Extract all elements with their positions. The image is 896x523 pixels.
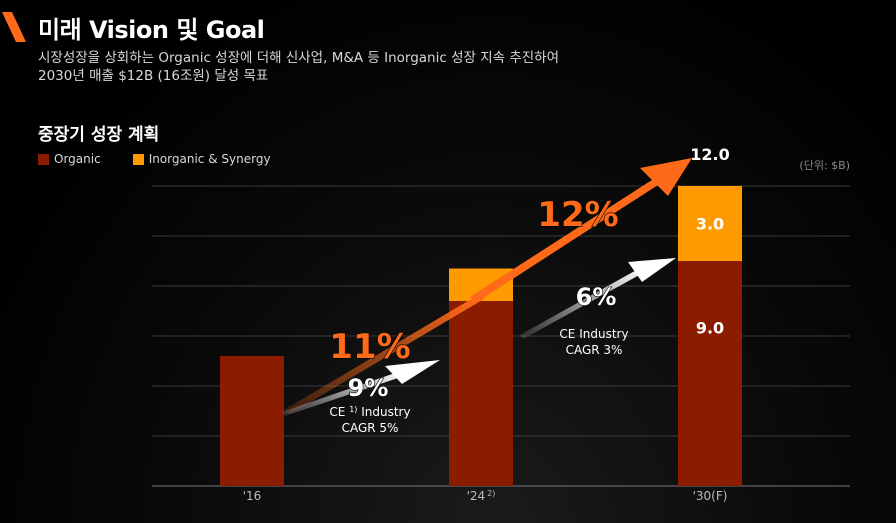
legend-swatch-inorganic [132,153,144,165]
bar-organic [220,356,284,486]
industry-arrow-white-2-head [628,258,676,282]
industry-arrow-white-1 [282,372,401,416]
subtitle-line-2: 2030년 매출 $12B (16조원) 달성 목표 [38,68,269,84]
industry-arrow-white-2 [520,268,643,339]
subtitle-line-1: 시장성장을 상회하는 Organic 성장에 더해 신사업, M&A 등 Ino… [38,50,560,66]
x-tick-label: '24 2) [467,489,496,503]
section-title: 중장기 성장 계획 [38,125,160,145]
data-label-organic: 9.0 [696,319,724,338]
bar-organic [678,261,742,486]
accent-chevron-icon [2,12,26,42]
growth-arrow-orange-head [640,158,692,196]
unit-label: (단위: $B) [799,159,850,172]
legend-swatch-organic [38,153,49,165]
total-label: 12.0 [690,145,729,164]
page-subtitle: 시장성장을 상회하는 Organic 성장에 더해 신사업, M&A 등 Ino… [38,49,559,85]
x-tick-label: '30(F) [693,489,728,503]
legend-item-inorganic: Inorganic & Synergy [132,152,271,166]
bar-organic [449,301,513,486]
industry-note-2-line2: CAGR 3% [566,343,623,357]
page-title: 미래 Vision 및 Goal [38,16,265,44]
x-tick-label: '16 [243,489,262,503]
legend-item-organic: Organic [38,152,101,166]
growth-arrow-orange-2 [470,178,661,302]
industry-note-1-line1: CE 1) Industry [329,405,410,419]
industry-arrow-white-1-head [385,360,440,384]
industry-growth-label-2: 6% [576,283,617,311]
chart-legend: Organic Inorganic & Synergy [38,152,271,166]
company-cagr-label-2: 12% [537,195,618,235]
industry-note-1-line2: CAGR 5% [342,421,399,435]
industry-note-2-line1: CE Industry [559,327,628,341]
growth-arrow-orange-1 [284,295,484,414]
company-cagr-label-1: 11% [329,327,410,367]
data-label-inorganic: 3.0 [696,215,724,234]
bar-inorganic [678,186,742,261]
legend-label-inorganic: Inorganic & Synergy [148,152,271,166]
industry-growth-label-1: 9% [348,374,389,402]
legend-label-organic: Organic [54,152,101,166]
